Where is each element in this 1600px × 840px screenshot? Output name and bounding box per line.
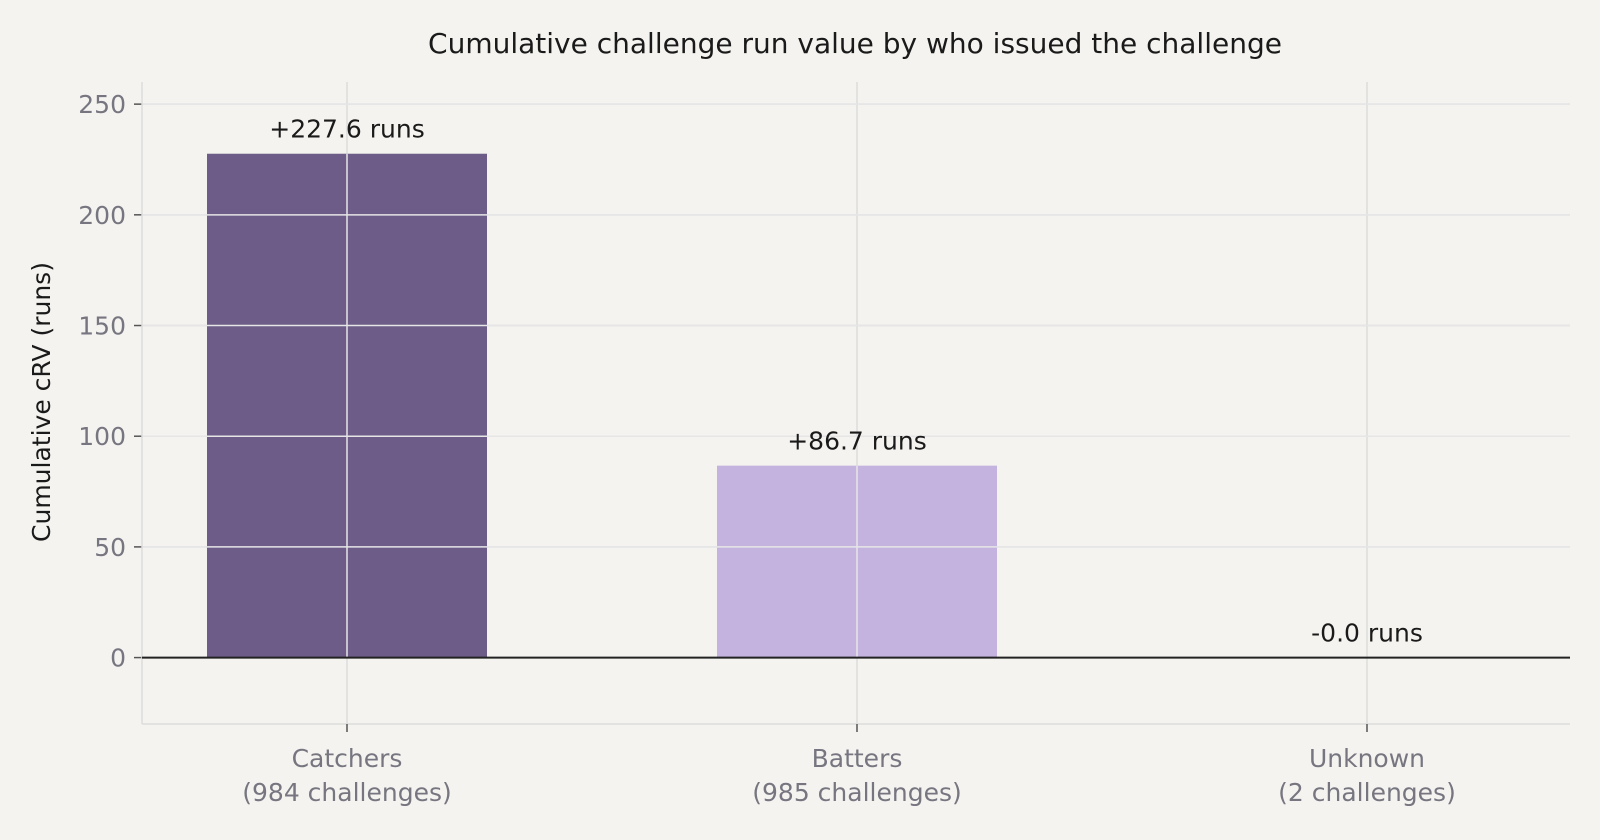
y-tick-label: 0 bbox=[110, 644, 126, 673]
data-label: +227.6 runs bbox=[269, 115, 424, 144]
labels: 0 50 100 150 200 250 Catchers (984 challenges) B… bbox=[78, 90, 1456, 807]
data-label: +86.7 runs bbox=[787, 427, 927, 456]
x-tick-label: Batters bbox=[812, 744, 903, 773]
y-tick-label: 50 bbox=[94, 533, 126, 562]
y-tick-label: 150 bbox=[78, 312, 126, 341]
axes bbox=[134, 82, 1570, 732]
x-tick-label: Unknown bbox=[1309, 744, 1425, 773]
gridlines-over-bars bbox=[142, 103, 1570, 658]
x-tick-label: Catchers bbox=[292, 744, 403, 773]
y-axis-label: Cumulative cRV (runs) bbox=[27, 262, 56, 542]
bars bbox=[207, 153, 997, 658]
data-label: -0.0 runs bbox=[1311, 619, 1423, 648]
x-tick-label: (2 challenges) bbox=[1278, 778, 1456, 807]
x-tick-label: (985 challenges) bbox=[752, 778, 961, 807]
y-tick-label: 200 bbox=[78, 201, 126, 230]
x-tick-label: (984 challenges) bbox=[242, 778, 451, 807]
chart-title: Cumulative challenge run value by who is… bbox=[428, 27, 1282, 60]
y-tick-label: 100 bbox=[78, 422, 126, 451]
y-tick-label: 250 bbox=[78, 90, 126, 119]
